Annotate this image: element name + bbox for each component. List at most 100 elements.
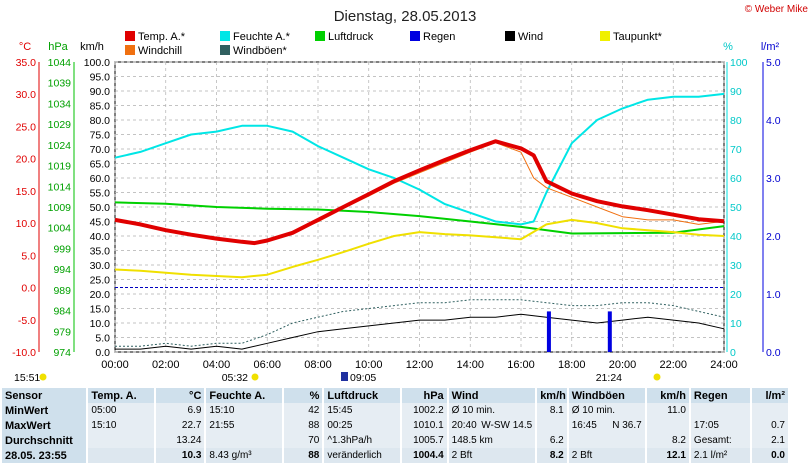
legend-label: Windchill [138,45,182,57]
celsius-tick-label: 30.0 [16,89,37,101]
wind-info: 2 Bft [451,450,473,461]
wind-info: 148.5 km [451,435,493,446]
kmh-tick-label: 5.0 [95,333,110,345]
stats-row-min: MinWert 05:00 6.9 15:10 42 15:45 1002.2 … [2,403,788,418]
pressure-trend: veränderlich [324,448,401,463]
rain-info: 17:05 [690,418,751,433]
x-tick-label: 10:00 [355,359,383,371]
temp-time: 05:00 [88,403,154,418]
humidity-absolute: 8.43 g/m³ [206,448,283,463]
time-marker-label: 21:24 [596,372,622,384]
percent-tick-label: 20 [730,289,742,301]
x-tick-label: 08:00 [304,359,332,371]
humidity-value: 88 [284,418,323,433]
rain-info [690,403,751,418]
hpa-tick-label: 1019 [48,161,72,173]
hpa-tick-label: 1044 [48,57,72,69]
temp-value: 10.3 [155,448,205,463]
temp-time: 15:10 [88,418,154,433]
series-windb-en [115,299,725,347]
celsius-tick-label: 0.0 [21,283,36,295]
sun-icon [653,373,661,381]
pressure-value: 1004.4 [402,448,447,463]
sun-icon [39,373,47,381]
hpa-tick-label: 1029 [48,119,72,131]
temp-time [88,448,154,463]
temp-value: 22.7 [155,418,205,433]
header-humidity-unit: % [284,388,323,403]
kmh-tick-label: 80.0 [90,115,111,127]
rain-tick-label: 1.0 [766,289,781,301]
rain-tick-label: 4.0 [766,115,781,127]
celsius-tick-label: 20.0 [16,154,37,166]
kmh-tick-label: 10.0 [90,318,111,330]
x-tick-label: 12:00 [406,359,434,371]
percent-tick-label: 100 [730,57,748,69]
header-rain-unit: l/m² [752,388,788,403]
wind-value [537,418,567,433]
wind-direction: W-SW 14.5 [481,420,533,431]
humidity-value: 70 [284,433,323,448]
legend-swatch [315,31,325,41]
legend-swatch [125,45,135,55]
percent-tick-label: 10 [730,318,742,330]
moon-icon [341,372,348,381]
wind-info: 20:40 [451,420,477,431]
legend-label: Regen [423,31,455,43]
hpa-tick-label: 989 [53,285,71,297]
header-wind: Wind [448,388,536,403]
percent-tick-label: 80 [730,115,742,127]
kmh-tick-label: 95.0 [90,72,111,84]
rain-bar [546,311,551,352]
x-tick-label: 14:00 [456,359,484,371]
axis-unit-label: hPa [48,41,68,53]
chart-legend: Temp. A.* Feuchte A.* Luftdruck Regen Wind Ta… [125,31,663,57]
rain-value: 0.0 [752,448,788,463]
x-tick-label: 02:00 [152,359,180,371]
header-pressure: Luftdruck [324,388,401,403]
bottom-markers: 15:51 05:32 09:05 21:24 [14,372,661,384]
kmh-tick-label: 30.0 [90,260,111,272]
axis-unit-label: °C [19,41,31,53]
sun-icon [251,373,259,381]
header-humidity: Feuchte A. [206,388,283,403]
series-luftdruck [114,201,725,235]
axis-unit-label: % [723,41,733,53]
chart-series [114,92,725,352]
gust-value: 11.0 [646,403,689,418]
pressure-value: 1005.7 [402,433,447,448]
percent-tick-label: 50 [730,202,742,214]
celsius-tick-label: -5.0 [18,315,36,327]
row-label: MaxWert [2,418,87,433]
kmh-tick-label: 0.0 [95,347,110,359]
time-marker-label: 09:05 [350,372,376,384]
legend-label: Taupunkt* [613,31,663,43]
header-temp: Temp. A. [88,388,154,403]
legend-label: Temp. A.* [138,31,186,43]
time-marker-label: 05:32 [222,372,248,384]
rain-info: Gesamt: [690,433,751,448]
percent-tick-label: 40 [730,231,742,243]
hpa-tick-label: 1039 [48,78,72,90]
x-tick-label: 24:00 [710,359,738,371]
percent-tick-label: 60 [730,173,742,185]
kmh-tick-label: 55.0 [90,188,111,200]
kmh-tick-label: 45.0 [90,217,111,229]
series-temp-a [114,139,725,246]
kmh-tick-label: 25.0 [90,275,111,287]
legend-label: Feuchte A.* [233,31,291,43]
rain-value: 0.7 [752,418,788,433]
row-label: MinWert [2,403,87,418]
series-taupunkt [114,218,725,279]
rain-tick-label: 2.0 [766,231,781,243]
wind-value: 8.1 [537,403,567,418]
kmh-tick-label: 40.0 [90,231,111,243]
hpa-tick-label: 1034 [48,98,72,110]
humidity-time [206,433,283,448]
rain-tick-label: 5.0 [766,57,781,69]
humidity-value: 88 [284,448,323,463]
header-temp-unit: °C [155,388,205,403]
rain-tick-label: 0.0 [766,347,781,359]
kmh-tick-label: 70.0 [90,144,111,156]
hpa-tick-label: 994 [53,264,71,276]
